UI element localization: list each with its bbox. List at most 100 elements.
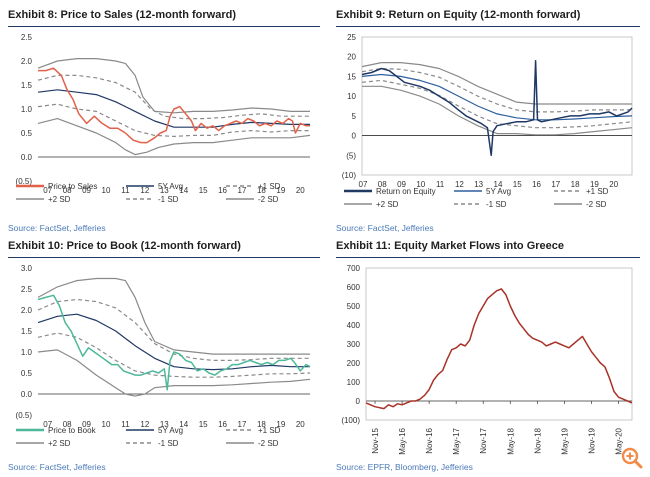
x-tick-label: 10 (416, 180, 425, 189)
legend-label-5y-avg: 5Y Avg (158, 182, 183, 191)
x-tick-label: 07 (359, 180, 368, 189)
title-rule (8, 257, 320, 258)
exhibit-9-panel: Exhibit 9: Return on Equity (12-month fo… (336, 9, 640, 234)
legend-label-1-sd: +1 SD (258, 426, 281, 435)
x-tick-label: 20 (296, 420, 305, 429)
title-rule (8, 26, 320, 27)
x-tick-label: Nov-15 (371, 427, 380, 453)
x-tick-label: 18 (571, 180, 580, 189)
legend-label-2-sd: -2 SD (258, 195, 279, 204)
y-tick-label: 0.0 (21, 153, 33, 162)
y-tick-label: 700 (347, 264, 361, 273)
x-tick-label: 10 (102, 186, 111, 195)
legend-label-2-sd: -2 SD (258, 439, 279, 448)
legend-label-1-sd: +1 SD (586, 187, 609, 196)
plot-border (361, 36, 633, 176)
x-tick-label: 16 (532, 180, 541, 189)
x-tick-label: 17 (238, 420, 247, 429)
series-line-1-sd (37, 332, 311, 378)
exhibit-9-source: Source: FactSet, Jefferies (336, 223, 434, 233)
x-tick-label: 19 (276, 186, 285, 195)
series-line-5y-avg (37, 313, 310, 371)
exhibit-10-source: Source: FactSet, Jefferies (8, 462, 106, 472)
y-tick-label: 0.5 (21, 369, 33, 378)
legend-label-2-sd: +2 SD (48, 439, 71, 448)
x-tick-label: 17 (551, 180, 560, 189)
exhibit-10-panel: Exhibit 10: Price to Book (12-month forw… (8, 240, 320, 475)
series-line-2-sd (361, 61, 632, 105)
x-tick-label: 11 (121, 186, 130, 195)
y-tick-label: 2.5 (21, 33, 33, 42)
series-line-price-to-book (37, 294, 311, 391)
x-tick-label: 09 (82, 420, 91, 429)
x-tick-label: 11 (436, 180, 445, 189)
legend-label-5y-avg: 5Y Avg (486, 187, 511, 196)
y-tick-label: 0.5 (21, 129, 33, 138)
legend-label-price-to-book: Price to Book (48, 426, 97, 435)
x-tick-label: 18 (257, 420, 266, 429)
y-tick-label: (0.5) (16, 411, 33, 420)
y-tick-label: 400 (347, 321, 361, 330)
legend-label-5y-avg: 5Y Avg (158, 426, 183, 435)
x-tick-label: 20 (609, 180, 618, 189)
series-line-equity-market-flows (365, 288, 633, 410)
zoom-in-icon (621, 447, 643, 469)
y-tick-label: 100 (347, 378, 361, 387)
plot-border (365, 267, 633, 421)
y-tick-label: (100) (341, 416, 360, 425)
x-tick-label: 13 (160, 420, 169, 429)
y-tick-label: 2.0 (21, 57, 33, 66)
y-tick-label: 0 (352, 132, 357, 141)
x-tick-label: 16 (218, 420, 227, 429)
x-tick-label: 10 (102, 420, 111, 429)
x-tick-label: 14 (179, 420, 188, 429)
series-line-1-sd (37, 103, 310, 138)
series-line-1-sd (37, 298, 310, 362)
x-tick-label: 17 (238, 186, 247, 195)
series-line-2-sd (37, 58, 310, 114)
x-tick-label: 16 (218, 186, 227, 195)
series-line-1-sd (37, 74, 310, 120)
legend-label-price-to-sales: Price to Sales (48, 182, 97, 191)
y-tick-label: 0 (356, 397, 361, 406)
x-tick-label: May-17 (452, 427, 461, 454)
y-tick-label: 200 (347, 359, 361, 368)
y-tick-label: (0.5) (16, 177, 33, 186)
x-tick-label: May-16 (398, 427, 407, 454)
x-tick-label: 09 (82, 186, 91, 195)
y-tick-label: 2.5 (21, 285, 33, 294)
price-to-sales-chart: (0.5) 0.0 0.5 1.0 1.5 2.0 2.5 07 08 09 10 11 12 13 14 1… (16, 33, 311, 204)
x-tick-label: 08 (378, 180, 387, 189)
x-tick-label: Nov-16 (425, 427, 434, 453)
x-tick-label: 07 (43, 420, 52, 429)
y-tick-label: 1.5 (21, 81, 33, 90)
x-tick-label: 08 (63, 186, 72, 195)
x-tick-label: 18 (257, 186, 266, 195)
x-tick-label: May-20 (614, 427, 623, 454)
price-to-book-chart: (0.5) 0.0 0.5 1.0 1.5 2.0 2.5 3.0 07 08 09 10 11 12 13… (16, 264, 311, 448)
series-line-2-sd (37, 117, 311, 156)
y-tick-label: 300 (347, 340, 361, 349)
series-line-2-sd (362, 85, 633, 136)
series-line-2-sd (37, 277, 310, 355)
zoom-button[interactable] (618, 445, 646, 471)
x-tick-label: Nov-17 (479, 427, 488, 453)
title-rule (336, 26, 640, 27)
series-line-1-sd (361, 67, 632, 113)
y-tick-label: (5) (346, 151, 356, 160)
series-line-return-on-equity (361, 59, 633, 157)
legend-label-1-sd: +1 SD (258, 182, 281, 191)
y-tick-label: 2.0 (21, 306, 33, 315)
x-tick-label: 19 (590, 180, 599, 189)
y-tick-label: 3.0 (21, 264, 33, 273)
series-line-1-sd (361, 79, 633, 129)
x-tick-label: 15 (199, 420, 208, 429)
x-tick-label: May-18 (506, 427, 515, 454)
x-tick-label: 19 (276, 420, 285, 429)
x-tick-label: 09 (397, 180, 406, 189)
legend-label-1-sd: -1 SD (158, 195, 179, 204)
series-line-5y-avg (361, 73, 633, 121)
exhibit-9-title: Exhibit 9: Return on Equity (12-month fo… (336, 9, 581, 21)
exhibit-10-title: Exhibit 10: Price to Book (12-month forw… (8, 240, 241, 252)
equity-flows-chart: (100) 0 100 200 300 400 500 600 700 Nov-15 May-16 N… (341, 264, 633, 455)
